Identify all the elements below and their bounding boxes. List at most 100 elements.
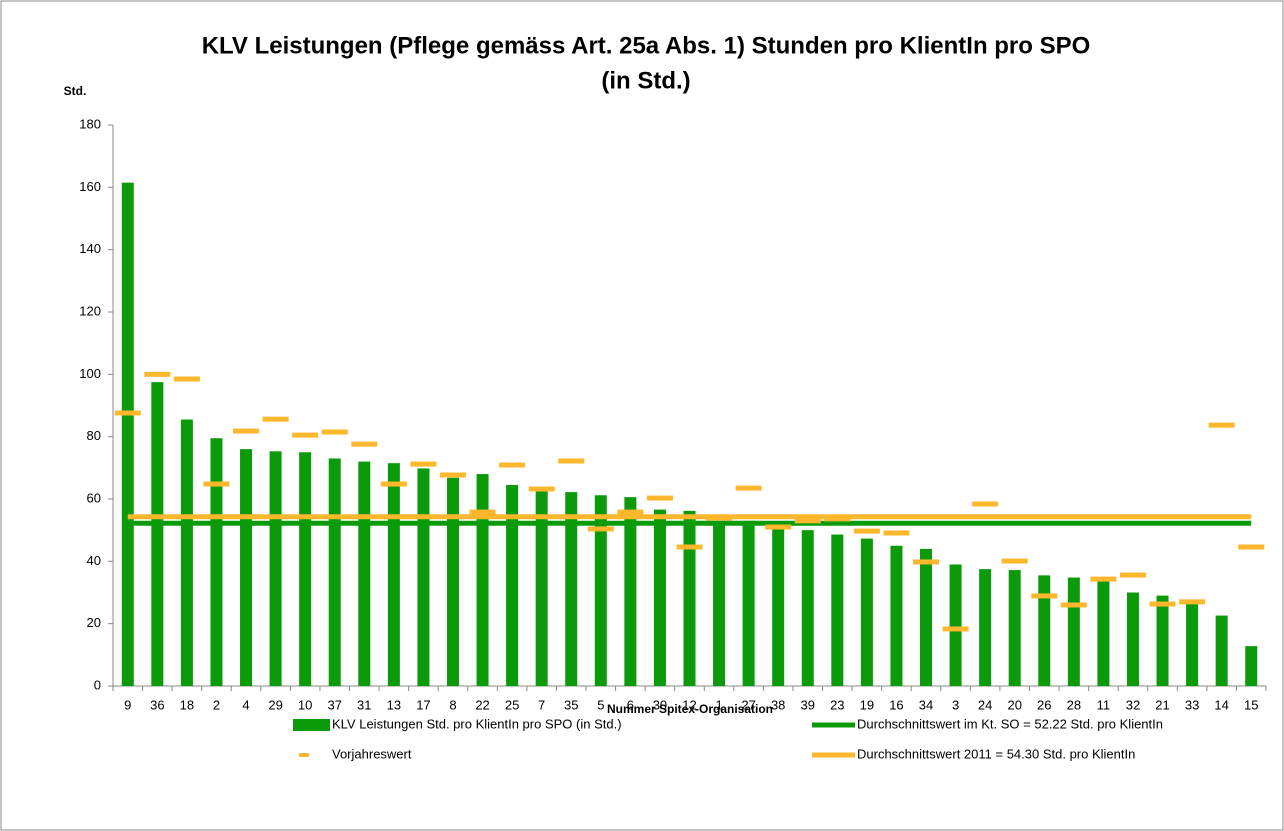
bar — [269, 451, 282, 686]
marker — [1090, 576, 1117, 582]
x-tick-label: 30 — [653, 697, 667, 712]
marker — [706, 515, 733, 521]
bar — [180, 419, 193, 686]
legend-label: Vorjahreswert — [332, 746, 412, 761]
bar — [920, 548, 933, 686]
y-tick-label: 140 — [79, 241, 101, 256]
x-tick-label: 35 — [564, 697, 578, 712]
x-tick-label: 23 — [830, 697, 844, 712]
marker — [144, 371, 171, 377]
bar — [890, 545, 903, 686]
x-tick-label: 38 — [771, 697, 785, 712]
y-tick-label: 20 — [87, 615, 101, 630]
x-tick-label: 17 — [416, 697, 430, 712]
marker — [558, 458, 585, 464]
x-tick-label: 13 — [387, 697, 401, 712]
marker — [469, 509, 496, 515]
bar — [1245, 646, 1258, 686]
bar — [949, 564, 962, 686]
x-tick-label: 22 — [475, 697, 489, 712]
marker — [262, 416, 289, 422]
marker — [617, 509, 644, 515]
marker — [439, 472, 466, 478]
bar — [772, 528, 785, 686]
legend-label: Durchschnittswert im Kt. SO = 52.22 Std.… — [857, 716, 1163, 731]
x-tick-label: 26 — [1037, 697, 1051, 712]
bar — [476, 474, 489, 686]
x-tick-label: 15 — [1244, 697, 1258, 712]
x-tick-label: 33 — [1185, 697, 1199, 712]
marker — [1060, 602, 1087, 608]
marker — [1238, 544, 1265, 550]
bar — [1097, 580, 1110, 686]
marker — [1119, 572, 1146, 578]
marker — [587, 526, 614, 532]
bar — [151, 382, 164, 686]
marker — [913, 559, 940, 565]
bar — [417, 468, 430, 686]
y-tick-label: 0 — [94, 677, 101, 692]
bar — [328, 458, 341, 686]
x-tick-label: 39 — [801, 697, 815, 712]
bar — [860, 538, 873, 686]
x-tick-label: 25 — [505, 697, 519, 712]
x-tick-label: 19 — [860, 697, 874, 712]
bar — [358, 461, 371, 686]
marker — [1149, 601, 1176, 607]
marker — [1208, 422, 1235, 428]
bar — [683, 510, 696, 686]
bar — [210, 438, 223, 686]
bar — [240, 449, 253, 686]
bar — [594, 495, 607, 686]
marker — [735, 485, 762, 491]
x-tick-label: 10 — [298, 697, 312, 712]
bar — [979, 569, 992, 686]
bar — [713, 522, 726, 686]
y-tick-label: 180 — [79, 116, 101, 131]
legend-swatch — [293, 719, 330, 731]
x-tick-label: 5 — [597, 697, 604, 712]
legend-label: Durchschnittswert 2011 = 54.30 Std. pro … — [857, 746, 1135, 761]
x-tick-label: 18 — [180, 697, 194, 712]
x-tick-label: 37 — [327, 697, 341, 712]
x-tick-label: 1 — [715, 697, 722, 712]
marker — [883, 530, 910, 536]
bar — [387, 463, 400, 686]
x-tick-label: 16 — [889, 697, 903, 712]
x-tick-label: 32 — [1126, 697, 1140, 712]
marker — [410, 461, 437, 467]
legend-swatch — [299, 753, 309, 757]
bar — [624, 497, 637, 686]
marker — [114, 410, 141, 416]
y-axis-label: Std. — [64, 84, 87, 98]
bar — [1067, 577, 1080, 686]
x-tick-label: 27 — [741, 697, 755, 712]
x-tick-label: 8 — [449, 697, 456, 712]
marker — [646, 495, 673, 501]
x-tick-label: 29 — [268, 697, 282, 712]
marker — [233, 428, 260, 434]
bar — [1126, 592, 1139, 686]
marker — [292, 432, 319, 438]
bar — [1156, 595, 1169, 686]
marker — [676, 544, 703, 550]
bar — [121, 182, 134, 687]
x-tick-label: 14 — [1214, 697, 1228, 712]
x-tick-label: 2 — [213, 697, 220, 712]
y-tick-label: 120 — [79, 303, 101, 318]
x-tick-label: 31 — [357, 697, 371, 712]
marker — [972, 501, 999, 507]
x-tick-label: 7 — [538, 697, 545, 712]
bar — [506, 484, 519, 686]
bar — [1038, 575, 1051, 686]
x-tick-label: 4 — [242, 697, 249, 712]
x-tick-label: 12 — [682, 697, 696, 712]
y-tick-label: 80 — [87, 428, 101, 443]
x-tick-label: 28 — [1067, 697, 1081, 712]
bar — [1186, 601, 1199, 686]
marker — [1179, 599, 1206, 605]
bar — [446, 477, 459, 686]
x-tick-label: 36 — [150, 697, 164, 712]
y-tick-label: 40 — [87, 553, 101, 568]
